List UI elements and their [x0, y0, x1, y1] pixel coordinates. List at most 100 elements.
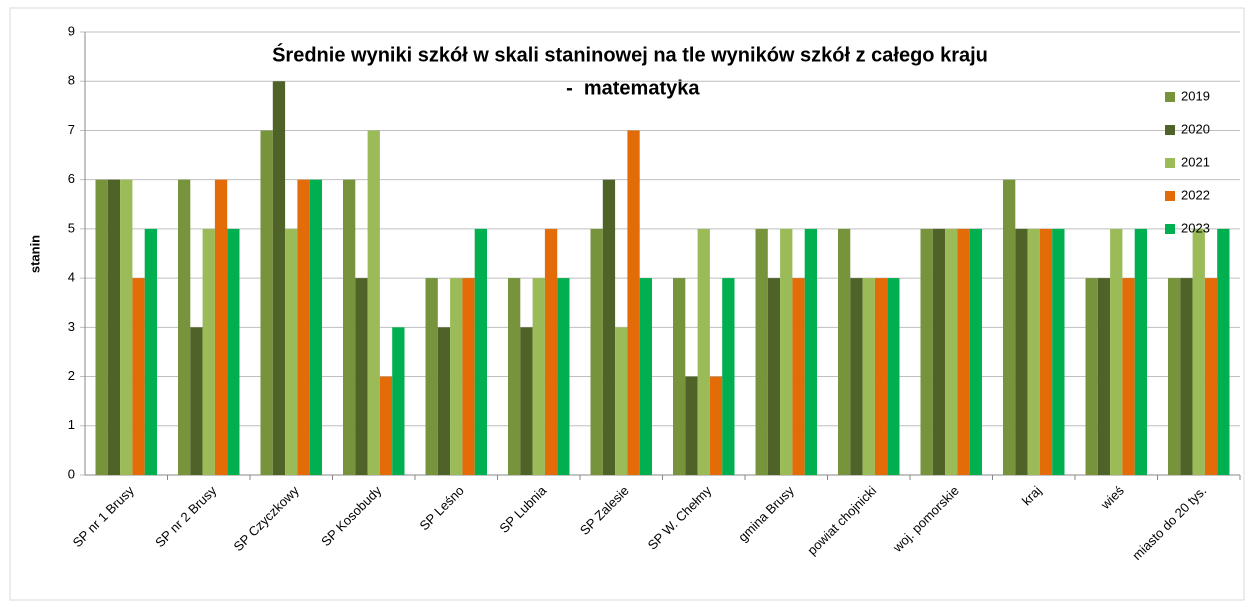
bar [1039, 228, 1053, 475]
bar [532, 278, 545, 475]
bar [1180, 278, 1193, 475]
bar [1027, 228, 1040, 475]
bar [520, 327, 533, 475]
bar [932, 228, 946, 475]
bar [792, 278, 805, 475]
bar [1097, 278, 1111, 475]
bar [957, 228, 970, 475]
y-tick-label: 7 [68, 122, 75, 137]
y-tick-label: 1 [68, 417, 75, 432]
bar [627, 130, 640, 475]
bar [144, 228, 157, 475]
bar [260, 130, 273, 475]
bar [1134, 228, 1147, 475]
bar [462, 278, 475, 475]
bar [755, 228, 768, 475]
bar [95, 179, 108, 475]
y-tick-label: 4 [68, 270, 75, 285]
bar [178, 179, 191, 475]
x-tick-label: SP nr 1 Brusy [70, 483, 138, 551]
bar [838, 228, 851, 475]
bar [1110, 228, 1123, 475]
chart-border [9, 7, 1245, 601]
bar [1015, 228, 1028, 475]
bar [190, 327, 203, 475]
bar [1085, 278, 1098, 475]
x-tick-label: wieś [1097, 483, 1127, 513]
legend-swatch [1165, 191, 1175, 201]
bar [392, 327, 405, 475]
bar [1052, 228, 1065, 475]
bar [132, 278, 145, 475]
bar [673, 278, 686, 475]
bar [107, 179, 121, 475]
legend-swatch [1165, 158, 1175, 168]
bar [227, 228, 240, 475]
y-tick-label: 5 [68, 220, 75, 235]
legend-label: 2023 [1181, 220, 1210, 235]
x-tick-label: woj. pomorskie [889, 483, 962, 556]
bar [343, 179, 356, 475]
bar [920, 228, 933, 475]
bar [367, 130, 380, 475]
bar [685, 376, 698, 475]
x-tick-label: miasto do 20 tys. [1129, 483, 1209, 563]
bar [780, 228, 793, 475]
bar [697, 228, 710, 475]
bar [557, 278, 570, 475]
bar [508, 278, 521, 475]
bar [615, 327, 628, 475]
y-tick-label: 3 [68, 319, 75, 334]
bar [862, 278, 875, 475]
legend-swatch [1165, 224, 1175, 234]
bar [767, 278, 781, 475]
bar [874, 278, 888, 475]
legend-label: 2022 [1181, 187, 1210, 202]
bar [214, 179, 228, 475]
bar [1168, 278, 1181, 475]
bar [309, 179, 322, 475]
x-tick-label: powiat chojnicki [804, 483, 879, 558]
bar [285, 228, 298, 475]
bar [355, 278, 368, 475]
y-tick-label: 9 [68, 23, 75, 38]
chart-title: - matematyka [561, 77, 701, 99]
x-tick-label: SP Leśno [416, 483, 466, 533]
y-tick-label: 6 [68, 171, 75, 186]
bar [1122, 278, 1135, 475]
x-tick-label: SP Lubnia [496, 482, 549, 535]
bar [969, 228, 982, 475]
bar [272, 81, 286, 475]
bar [804, 228, 817, 475]
x-tick-label: SP Czyczkowy [231, 483, 303, 555]
x-tick-label: gmina Brusy [735, 483, 797, 545]
bar [450, 278, 463, 475]
x-tick-label: kraj [1019, 483, 1044, 508]
bar [297, 179, 310, 475]
y-axis-label: stanin [27, 235, 42, 273]
bar [120, 179, 133, 475]
x-tick-label: SP Kosobudy [318, 483, 384, 549]
bar [379, 376, 393, 475]
legend-label: 2021 [1181, 154, 1210, 169]
x-tick-label: SP W. Chełmy [645, 483, 715, 553]
legend-swatch [1165, 92, 1175, 102]
bar [437, 327, 451, 475]
bar [639, 278, 652, 475]
y-tick-label: 0 [68, 466, 75, 481]
bar [1204, 278, 1218, 475]
y-tick-label: 8 [68, 73, 75, 88]
y-tick-label: 2 [68, 368, 75, 383]
bar [1003, 179, 1016, 475]
bar [544, 228, 558, 475]
legend-swatch [1165, 125, 1175, 135]
bar [1192, 228, 1205, 475]
legend-label: 2020 [1181, 121, 1210, 136]
bar [425, 278, 438, 475]
chart-title: Średnie wyniki szkół w skali staninowej … [272, 42, 988, 66]
bar [602, 179, 616, 475]
legend-label: 2019 [1181, 88, 1210, 103]
bar [1217, 228, 1230, 475]
x-tick-label: SP Zalesie [577, 483, 632, 538]
